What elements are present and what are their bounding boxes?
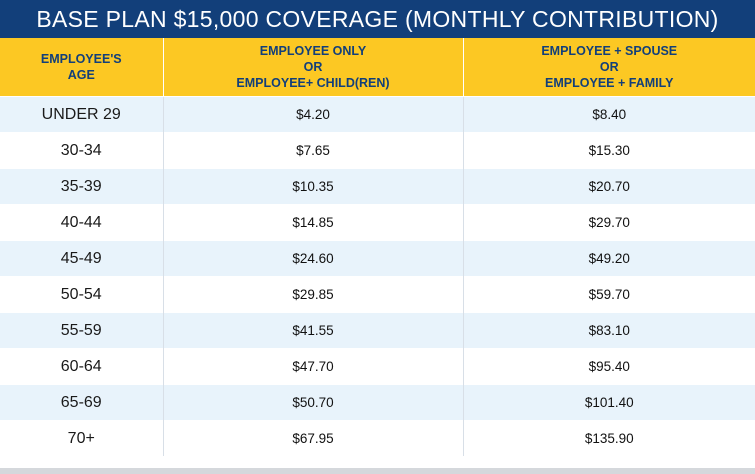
employee-family-cell: $49.20 [463,240,755,277]
header-employee-family: EMPLOYEE + SPOUSE OR EMPLOYEE + FAMILY [463,38,755,97]
header-employee-only-line: OR [303,60,323,74]
age-cell: 70+ [0,420,164,456]
table-row: 45-49 $24.60 $49.20 [0,240,755,277]
employee-family-cell: $15.30 [463,132,755,169]
header-age-line: AGE [67,68,95,82]
contribution-table: EMPLOYEE'S AGE EMPLOYEE ONLY OR EMPLOYEE… [0,38,755,456]
header-age: EMPLOYEE'S AGE [0,38,164,97]
age-cell: 40-44 [0,204,164,241]
employee-family-cell: $101.40 [463,384,755,421]
header-employee-family-line: EMPLOYEE + SPOUSE [541,44,678,58]
table-row: 40-44 $14.85 $29.70 [0,204,755,241]
header-employee-only: EMPLOYEE ONLY OR EMPLOYEE+ CHILD(REN) [163,38,464,97]
employee-family-cell: $8.40 [463,96,755,133]
employee-only-cell: $10.35 [163,168,464,205]
employee-family-cell: $135.90 [463,420,755,456]
table-header-row: EMPLOYEE'S AGE EMPLOYEE ONLY OR EMPLOYEE… [0,38,755,97]
document-title: BASE PLAN $15,000 COVERAGE (MONTHLY CONT… [0,0,755,38]
header-employee-only-line: EMPLOYEE+ CHILD(REN) [236,76,390,90]
age-cell: 55-59 [0,312,164,349]
table-row: 30-34 $7.65 $15.30 [0,132,755,169]
employee-only-cell: $24.60 [163,240,464,277]
table-row: 60-64 $47.70 $95.40 [0,348,755,385]
employee-family-cell: $20.70 [463,168,755,205]
table-row: 55-59 $41.55 $83.10 [0,312,755,349]
table-row: 65-69 $50.70 $101.40 [0,384,755,421]
employee-family-cell: $95.40 [463,348,755,385]
age-cell: 30-34 [0,132,164,169]
table-row: 70+ $67.95 $135.90 [0,420,755,456]
employee-family-cell: $29.70 [463,204,755,241]
header-employee-family-line: OR [599,60,619,74]
table-row: 35-39 $10.35 $20.70 [0,168,755,205]
employee-family-cell: $83.10 [463,312,755,349]
age-cell: 60-64 [0,348,164,385]
employee-only-cell: $41.55 [163,312,464,349]
employee-only-cell: $47.70 [163,348,464,385]
employee-only-cell: $4.20 [163,96,464,133]
age-cell: UNDER 29 [0,96,164,133]
age-cell: 45-49 [0,240,164,277]
age-cell: 50-54 [0,276,164,313]
employee-only-cell: $67.95 [163,420,464,456]
header-age-line: EMPLOYEE'S [40,52,122,66]
employee-only-cell: $29.85 [163,276,464,313]
table-row: 50-54 $29.85 $59.70 [0,276,755,313]
employee-family-cell: $59.70 [463,276,755,313]
table-row: UNDER 29 $4.20 $8.40 [0,96,755,133]
employee-only-cell: $7.65 [163,132,464,169]
employee-only-cell: $14.85 [163,204,464,241]
age-cell: 35-39 [0,168,164,205]
header-employee-family-line: EMPLOYEE + FAMILY [545,76,674,90]
bottom-divider [0,468,755,474]
employee-only-cell: $50.70 [163,384,464,421]
header-employee-only-line: EMPLOYEE ONLY [259,44,367,58]
age-cell: 65-69 [0,384,164,421]
